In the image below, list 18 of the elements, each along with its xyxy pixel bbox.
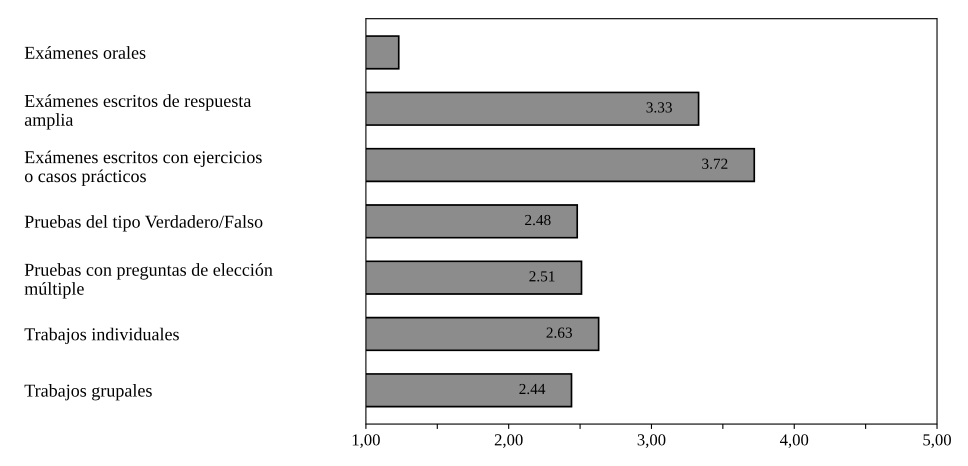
- data-label: 2.44: [519, 384, 546, 394]
- data-label: 2.63: [546, 328, 572, 338]
- y-tick-label: Trabajos individuales: [24, 328, 179, 344]
- data-label: 3.33: [646, 102, 672, 113]
- data-label: 2.51: [529, 271, 555, 282]
- x-tick-label: 5,00: [923, 434, 951, 448]
- y-tick-label: Trabajos grupales: [24, 384, 152, 400]
- data-label: 2.48: [525, 214, 551, 226]
- y-tick-label: Exámenes orales: [24, 46, 146, 59]
- y-tick-label: Pruebas con preguntas de elección múltiple: [24, 263, 273, 299]
- data-label: 3.72: [702, 158, 728, 169]
- x-tick-label: 4,00: [780, 434, 808, 448]
- y-tick-label: Exámenes escritos de respuesta amplia: [24, 94, 252, 130]
- y-tick-label: Pruebas del tipo Verdadero/Falso: [24, 215, 262, 232]
- x-tick-label: 2,00: [494, 434, 523, 448]
- x-tick-label: 1,00: [352, 434, 380, 448]
- x-tick-label: 3,00: [638, 434, 666, 448]
- y-tick-label: Exámenes escritos con ejercicios o casos prácticos: [24, 150, 262, 186]
